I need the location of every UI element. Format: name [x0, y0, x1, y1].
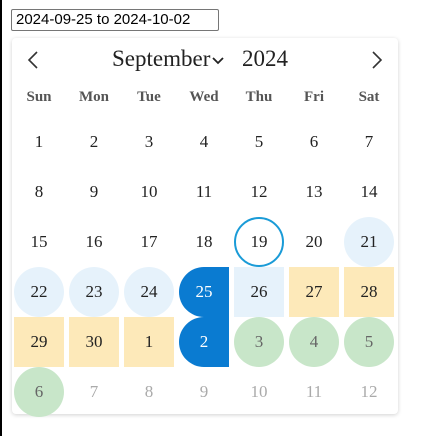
- day-cell[interactable]: 18: [195, 232, 213, 251]
- weekday-header: Fri: [304, 89, 324, 105]
- day-cell[interactable]: 27: [289, 267, 339, 317]
- weekday-header: Mon: [79, 89, 109, 105]
- day-cell[interactable]: 20: [305, 232, 323, 251]
- day-cell[interactable]: 6: [14, 367, 64, 417]
- weekday-header: Sat: [358, 89, 380, 105]
- day-cell[interactable]: 21: [344, 217, 394, 267]
- day-cell[interactable]: 4: [289, 317, 339, 367]
- day-cell[interactable]: 8: [34, 182, 44, 201]
- day-cell[interactable]: 11: [195, 182, 213, 201]
- day-cell[interactable]: 7: [89, 382, 99, 401]
- day-cell[interactable]: 1: [124, 317, 174, 367]
- day-cell[interactable]: 9: [199, 382, 209, 401]
- prev-month-icon[interactable]: [26, 50, 40, 76]
- date-range-input[interactable]: 2024-09-25 to 2024-10-02: [11, 9, 219, 31]
- day-cell[interactable]: 10: [140, 182, 158, 201]
- day-cell[interactable]: 13: [305, 182, 323, 201]
- day-cell[interactable]: 29: [14, 317, 64, 367]
- day-cell[interactable]: 25: [179, 267, 229, 317]
- day-cell[interactable]: 16: [85, 232, 103, 251]
- month-label: September: [112, 46, 211, 71]
- day-cell[interactable]: 2: [89, 132, 99, 151]
- weekday-header: Sun: [26, 89, 52, 105]
- day-cell[interactable]: 12: [250, 182, 268, 201]
- day-cell[interactable]: 19: [234, 217, 284, 267]
- day-cell[interactable]: 30: [69, 317, 119, 367]
- day-cell[interactable]: 8: [144, 382, 154, 401]
- year-input[interactable]: 2024: [242, 46, 288, 71]
- day-cell[interactable]: 22: [14, 267, 64, 317]
- chevron-down-icon: [212, 54, 224, 70]
- day-cell[interactable]: 2: [179, 317, 229, 367]
- day-cell[interactable]: 14: [360, 182, 378, 201]
- weekday-header: Wed: [189, 89, 219, 105]
- day-cell[interactable]: 17: [140, 232, 158, 251]
- day-cell[interactable]: 6: [309, 132, 319, 151]
- weekday-header: Thu: [245, 89, 273, 105]
- day-cell[interactable]: 5: [344, 317, 394, 367]
- day-cell[interactable]: 26: [234, 267, 284, 317]
- window-edge: [0, 0, 2, 436]
- day-cell[interactable]: 5: [254, 132, 264, 151]
- day-cell[interactable]: 7: [364, 132, 374, 151]
- month-select[interactable]: September: [112, 46, 224, 72]
- day-cell[interactable]: 15: [30, 232, 48, 251]
- day-cell[interactable]: 11: [305, 382, 323, 401]
- next-month-icon[interactable]: [370, 50, 384, 76]
- day-cell[interactable]: 3: [234, 317, 284, 367]
- day-cell[interactable]: 23: [69, 267, 119, 317]
- day-cell[interactable]: 1: [34, 132, 44, 151]
- weekday-header: Tue: [137, 89, 161, 105]
- day-cell[interactable]: 9: [89, 182, 99, 201]
- day-cell[interactable]: 24: [124, 267, 174, 317]
- day-cell[interactable]: 10: [250, 382, 268, 401]
- day-cell[interactable]: 28: [344, 267, 394, 317]
- day-cell[interactable]: 3: [144, 132, 154, 151]
- day-cell[interactable]: 12: [360, 382, 378, 401]
- day-cell[interactable]: 4: [199, 132, 209, 151]
